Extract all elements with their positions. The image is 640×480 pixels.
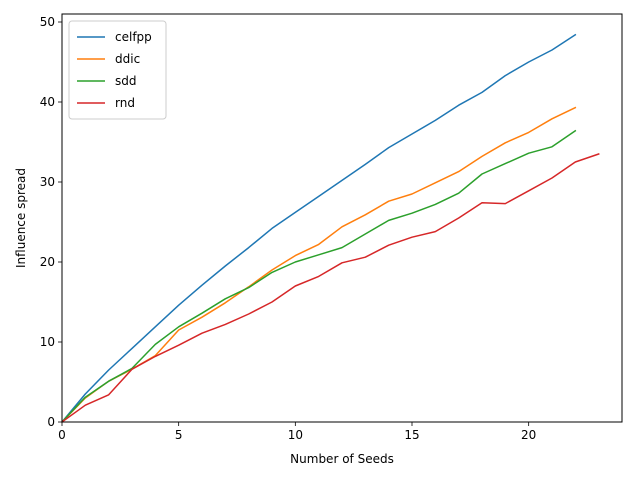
y-tick-label: 30: [40, 175, 55, 189]
x-tick-label: 15: [404, 428, 419, 442]
y-tick-label: 40: [40, 95, 55, 109]
x-tick-label: 10: [288, 428, 303, 442]
x-tick-label: 20: [521, 428, 536, 442]
y-tick-label: 20: [40, 255, 55, 269]
x-tick-label: 0: [58, 428, 66, 442]
legend-label-sdd: sdd: [115, 74, 137, 88]
series-line-rnd: [60, 153, 600, 424]
axes-frame: [61, 13, 623, 423]
y-tick-label: 10: [40, 335, 55, 349]
x-axis: 0 5 10 15 20: [58, 422, 536, 442]
y-tick-label: 50: [40, 15, 55, 29]
legend-label-rnd: rnd: [115, 96, 135, 110]
y-axis: 0 10 20 30 40 50: [40, 15, 62, 429]
legend-box: [68, 20, 167, 120]
legend-label-ddic: ddic: [115, 52, 140, 66]
plot-area: [60, 33, 600, 424]
legend-label-celfpp: celfpp: [115, 30, 152, 44]
legend: celfpp ddic sdd rnd: [68, 20, 167, 120]
y-tick-label: 0: [47, 415, 55, 429]
x-tick-label: 5: [175, 428, 183, 442]
series-line-ddic: [60, 106, 577, 424]
series-line-sdd: [60, 129, 577, 424]
x-axis-label: Number of Seeds: [290, 452, 394, 466]
y-axis-label: Influence spread: [14, 168, 28, 268]
series-line-celfpp: [60, 33, 577, 424]
